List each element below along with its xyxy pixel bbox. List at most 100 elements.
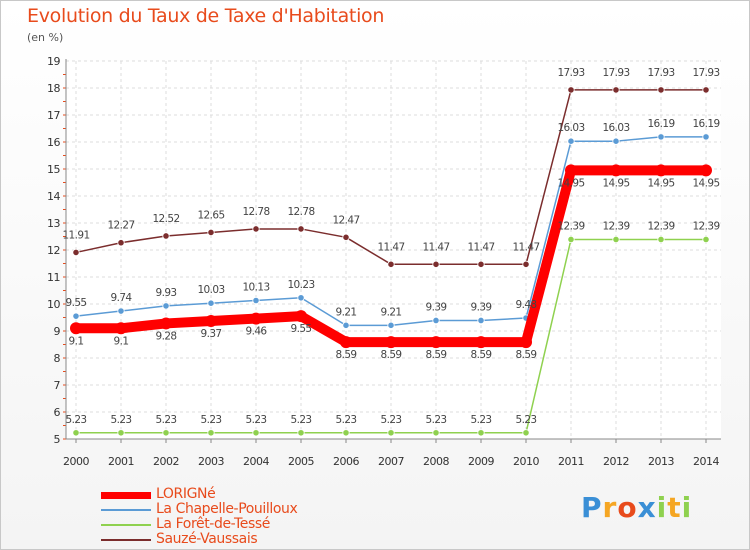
- data-label-lorigne: 9.46: [246, 326, 268, 338]
- data-point-sauze-vaussais: [297, 225, 305, 233]
- data-label-lorigne: 14.95: [557, 177, 584, 189]
- x-tick-label: 2005: [288, 455, 314, 468]
- legend-swatch: [101, 492, 151, 499]
- data-label-sauze-vaussais: 12.78: [242, 206, 269, 218]
- legend-swatch: [101, 509, 151, 511]
- logo-letter: P: [581, 491, 603, 524]
- data-point-sauze-vaussais: [612, 86, 620, 94]
- data-point-lorigne: [655, 164, 667, 177]
- data-point-lorigne: [340, 336, 352, 349]
- data-label-la-chapelle-pouilloux: 10.23: [287, 279, 314, 291]
- x-tick-label: 2008: [423, 455, 449, 468]
- data-point-la-chapelle-pouilloux: [702, 133, 710, 141]
- y-tick-label: 17: [47, 109, 60, 122]
- data-point-lorigne: [160, 317, 172, 330]
- data-label-la-foret-de-tesse: 12.39: [602, 220, 629, 232]
- data-label-la-foret-de-tesse: 5.23: [156, 414, 177, 426]
- data-point-la-chapelle-pouilloux: [72, 312, 80, 320]
- data-label-sauze-vaussais: 11.47: [377, 241, 404, 253]
- data-label-la-foret-de-tesse: 12.39: [692, 220, 719, 232]
- data-point-la-chapelle-pouilloux: [342, 321, 350, 329]
- data-point-sauze-vaussais: [567, 86, 575, 94]
- logo-letter: t: [667, 491, 682, 524]
- x-tick-label: 2004: [243, 455, 269, 468]
- y-tick-label: 11: [47, 271, 60, 284]
- data-label-sauze-vaussais: 11.47: [422, 241, 449, 253]
- y-tick-label: 6: [54, 406, 61, 419]
- data-point-sauze-vaussais: [657, 86, 665, 94]
- data-label-la-foret-de-tesse: 5.23: [201, 414, 222, 426]
- data-label-la-chapelle-pouilloux: 9.39: [426, 301, 447, 313]
- x-tick-label: 2006: [333, 455, 359, 468]
- data-label-la-foret-de-tesse: 12.39: [647, 220, 674, 232]
- data-point-la-chapelle-pouilloux: [612, 137, 620, 145]
- data-point-la-foret-de-tesse: [522, 429, 530, 437]
- x-tick-label: 2000: [63, 455, 89, 468]
- data-label-la-chapelle-pouilloux: 9.21: [336, 306, 357, 318]
- data-point-la-chapelle-pouilloux: [567, 137, 575, 145]
- data-label-la-foret-de-tesse: 5.23: [291, 414, 312, 426]
- data-label-la-foret-de-tesse: 12.39: [557, 220, 584, 232]
- data-point-la-chapelle-pouilloux: [162, 302, 170, 310]
- logo-letter: i: [681, 491, 693, 524]
- data-point-sauze-vaussais: [702, 86, 710, 94]
- data-point-lorigne: [475, 336, 487, 349]
- data-point-la-foret-de-tesse: [612, 235, 620, 244]
- legend-item-lorigne: LORIGNé: [101, 486, 421, 504]
- data-label-sauze-vaussais: 17.93: [692, 67, 719, 79]
- data-label-lorigne: 8.59: [426, 349, 447, 361]
- data-label-sauze-vaussais: 12.65: [197, 209, 224, 221]
- data-point-la-foret-de-tesse: [477, 429, 485, 437]
- x-tick-label: 2010: [513, 455, 539, 468]
- data-point-sauze-vaussais: [432, 260, 440, 268]
- data-point-la-foret-de-tesse: [657, 235, 665, 244]
- x-tick-label: 2003: [198, 455, 224, 468]
- y-tick-label: 10: [47, 298, 60, 311]
- data-label-lorigne: 14.95: [647, 177, 674, 189]
- logo-letter: o: [617, 491, 638, 524]
- y-tick-label: 18: [47, 82, 60, 95]
- legend-swatch: [101, 539, 151, 541]
- legend-item-la-foret-de-tesse: La Forêt-de-Tessé: [101, 516, 421, 534]
- data-label-la-foret-de-tesse: 5.23: [66, 414, 87, 426]
- data-point-lorigne: [115, 322, 127, 335]
- data-point-lorigne: [565, 164, 577, 177]
- data-point-sauze-vaussais: [72, 248, 80, 257]
- data-label-lorigne: 9.1: [69, 335, 84, 347]
- legend-swatch: [101, 524, 151, 526]
- data-point-sauze-vaussais: [477, 260, 485, 268]
- y-tick-label: 8: [54, 352, 61, 365]
- y-tick-label: 16: [47, 136, 60, 149]
- data-label-lorigne: 14.95: [692, 177, 719, 189]
- data-point-la-chapelle-pouilloux: [252, 296, 260, 305]
- logo-letter: i: [656, 491, 668, 524]
- data-label-la-chapelle-pouilloux: 9.39: [471, 301, 492, 313]
- data-point-la-foret-de-tesse: [702, 235, 710, 244]
- data-point-la-foret-de-tesse: [72, 429, 80, 437]
- y-tick-label: 12: [47, 244, 60, 257]
- data-label-sauze-vaussais: 17.93: [602, 67, 629, 79]
- data-label-la-chapelle-pouilloux: 16.03: [602, 122, 629, 134]
- data-label-lorigne: 14.95: [602, 177, 629, 189]
- data-label-sauze-vaussais: 11.91: [62, 229, 89, 241]
- unit-label: (en %): [27, 31, 64, 44]
- data-point-lorigne: [700, 164, 712, 177]
- data-point-la-foret-de-tesse: [342, 429, 350, 437]
- data-point-lorigne: [70, 322, 82, 335]
- data-label-lorigne: 8.59: [336, 349, 357, 361]
- legend-item-sauze-vaussais: Sauzé-Vaussais: [101, 531, 421, 549]
- data-label-la-chapelle-pouilloux: 16.03: [557, 122, 584, 134]
- data-point-la-chapelle-pouilloux: [117, 307, 125, 315]
- data-label-la-chapelle-pouilloux: 16.19: [647, 118, 674, 130]
- y-tick-label: 19: [47, 55, 60, 68]
- x-tick-label: 2012: [603, 455, 629, 468]
- logo-letter: r: [602, 491, 618, 524]
- x-tick-label: 2014: [693, 455, 719, 468]
- data-label-lorigne: 9.28: [156, 330, 177, 342]
- data-point-la-foret-de-tesse: [387, 429, 395, 437]
- data-label-la-foret-de-tesse: 5.23: [111, 414, 132, 426]
- data-label-lorigne: 8.59: [471, 349, 492, 361]
- data-label-lorigne: 9.55: [291, 323, 312, 335]
- data-label-la-chapelle-pouilloux: 9.21: [381, 306, 402, 318]
- legend-label: LORIGNé: [156, 486, 216, 502]
